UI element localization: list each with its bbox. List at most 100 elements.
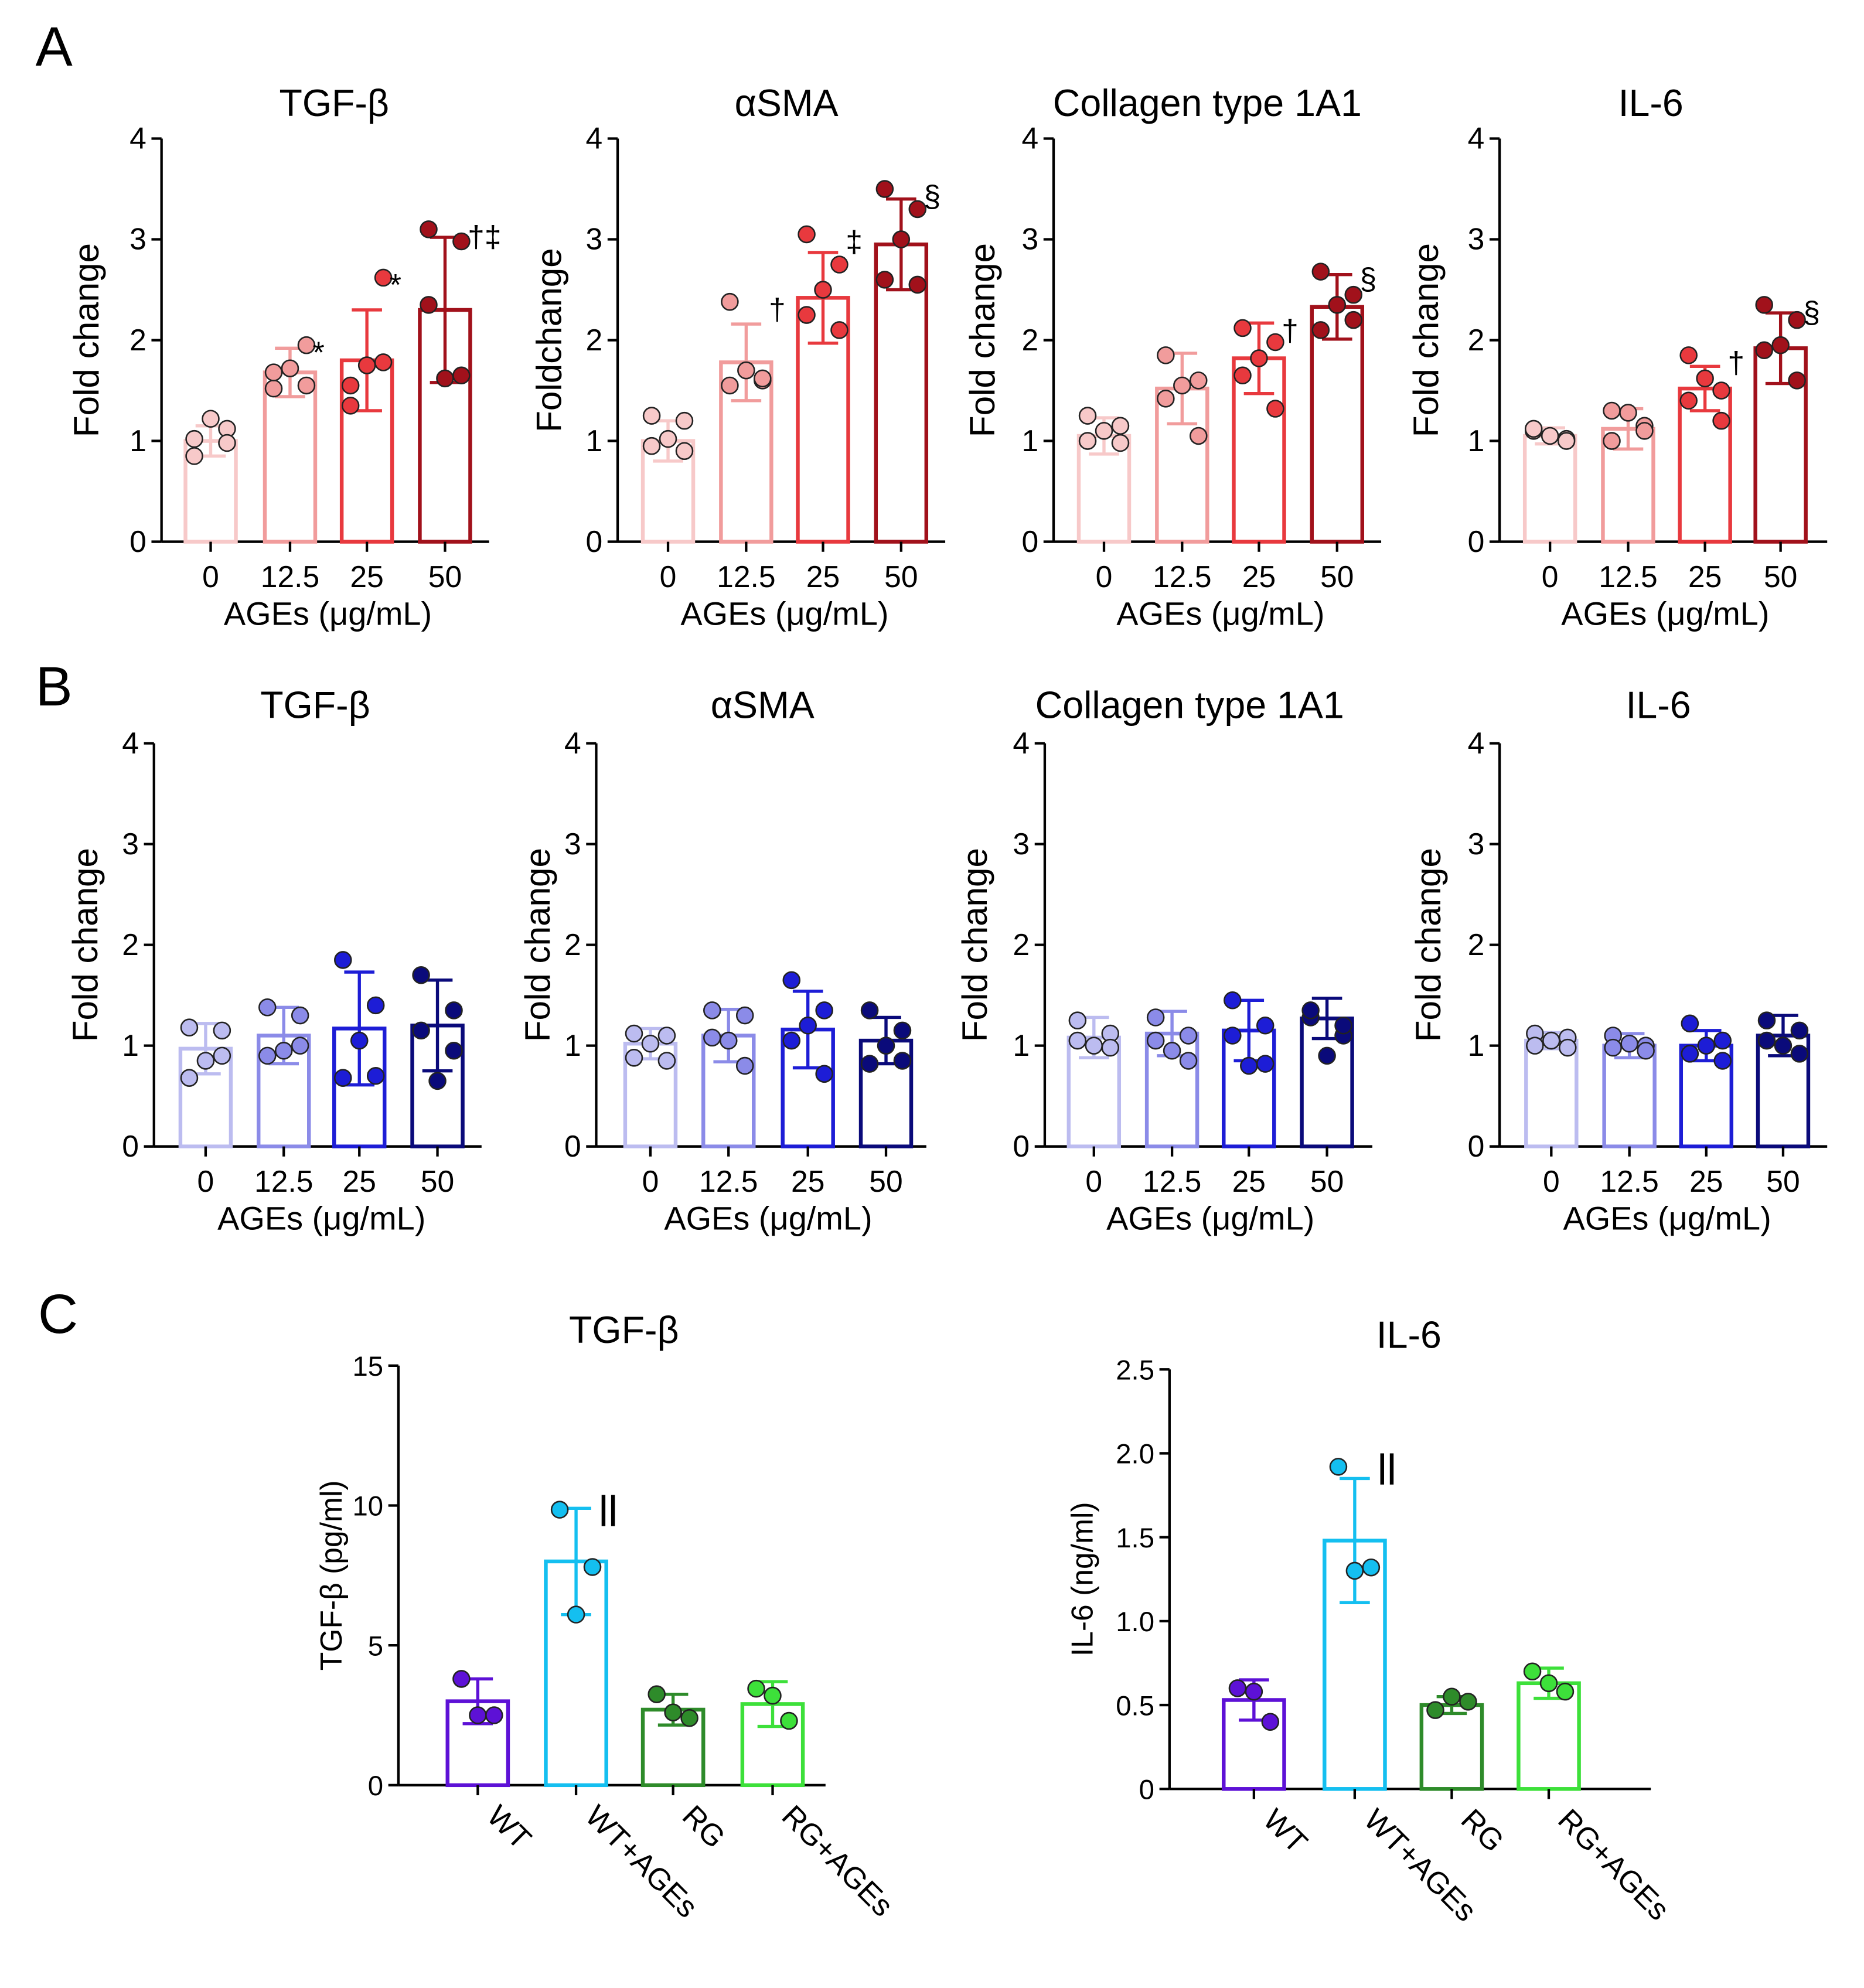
data-point (1637, 1041, 1655, 1060)
y-tick-label: 3 (564, 827, 581, 861)
y-axis-label: Fold change (66, 848, 105, 1042)
data-point (1329, 1458, 1348, 1476)
y-tick-label: 2.0 (1116, 1439, 1154, 1470)
data-point (1233, 319, 1252, 337)
data-point (297, 376, 316, 395)
significance-mark: § (1803, 295, 1820, 329)
significance-mark: § (924, 179, 941, 213)
data-point (297, 336, 316, 354)
data-point (1344, 311, 1363, 329)
x-tick-label: 50 (421, 1164, 454, 1198)
data-point (877, 1036, 895, 1055)
data-point (1713, 1052, 1732, 1070)
data-point (213, 1021, 231, 1040)
y-tick-label: 10 (352, 1491, 383, 1522)
data-point (798, 306, 816, 324)
data-point (1559, 1038, 1577, 1057)
data-point (185, 447, 203, 465)
data-point (264, 363, 283, 381)
data-point (680, 1709, 698, 1727)
data-point (436, 369, 454, 388)
y-tick-label: 1 (586, 424, 603, 458)
significance-mark: † (1282, 313, 1299, 347)
data-point (412, 966, 430, 984)
data-point (412, 1021, 430, 1040)
data-point (625, 1024, 643, 1043)
data-point (1266, 400, 1284, 418)
data-point (196, 1052, 215, 1070)
data-point (420, 296, 438, 314)
data-point (374, 353, 393, 371)
data-point (1146, 1008, 1165, 1027)
x-tick-label: WT (481, 1798, 538, 1856)
y-tick-label: 2 (586, 323, 603, 357)
data-point (258, 1046, 277, 1065)
y-tick-label: 2 (564, 927, 581, 961)
x-tick-label: RG+AGEs (776, 1798, 900, 1922)
data-point (642, 407, 661, 425)
data-point (1713, 1031, 1732, 1050)
x-tick-label: 0 (1096, 560, 1113, 594)
y-tick-label: 1 (1468, 424, 1485, 458)
chart-title: TGF-β (279, 82, 389, 124)
y-tick-label: 0 (1139, 1774, 1154, 1805)
bar (1602, 1044, 1657, 1148)
data-point (1790, 1021, 1809, 1040)
data-point (625, 1049, 643, 1067)
data-point (642, 437, 661, 455)
data-point (420, 220, 438, 238)
data-point (1362, 1558, 1381, 1577)
data-point (567, 1605, 585, 1624)
data-point (264, 379, 283, 398)
data-point (1757, 1031, 1776, 1050)
data-point (703, 1001, 721, 1019)
y-tick-label: 2 (1468, 323, 1485, 357)
data-point (1790, 1045, 1809, 1063)
data-point (747, 1679, 765, 1698)
data-point (875, 271, 894, 289)
data-point (1557, 432, 1576, 450)
data-point (721, 292, 739, 311)
y-axis-label: Fold change (518, 848, 557, 1042)
y-tick-label: 4 (122, 726, 139, 760)
y-tick-label: 2.5 (1116, 1355, 1154, 1386)
data-point (648, 1685, 666, 1703)
x-tick-label: 0 (202, 560, 219, 594)
x-tick-label: 50 (1766, 1164, 1800, 1198)
x-tick-label: 12.5 (717, 560, 775, 594)
data-point (274, 1041, 293, 1060)
x-tick-label: 25 (1232, 1164, 1266, 1198)
panel-label-b: B (36, 656, 73, 718)
data-point (291, 1036, 309, 1055)
data-point (1163, 1041, 1181, 1060)
x-tick-label: 0 (1085, 1164, 1102, 1198)
data-point (908, 200, 927, 219)
data-point (445, 1041, 463, 1060)
data-point (1603, 401, 1621, 420)
data-point (1788, 311, 1806, 329)
y-tick-label: 3 (1468, 222, 1485, 256)
data-point (1539, 1674, 1558, 1693)
x-tick-label: 0 (1543, 1164, 1560, 1198)
y-tick-label: 0 (1468, 1129, 1485, 1163)
x-tick-label: RG (1455, 1802, 1511, 1859)
data-point (1179, 1027, 1198, 1045)
data-point (1755, 341, 1773, 360)
x-tick-label: 25 (350, 560, 383, 594)
data-point (1111, 434, 1130, 452)
y-tick-label: 3 (130, 222, 146, 256)
data-point (366, 996, 385, 1015)
data-point (1261, 1713, 1280, 1731)
data-point (1788, 371, 1806, 390)
y-tick-label: 1 (1021, 424, 1038, 458)
data-point (1085, 1036, 1103, 1055)
data-point (830, 255, 848, 274)
data-point (180, 1018, 199, 1036)
data-point (782, 971, 801, 990)
data-point (735, 1056, 754, 1075)
data-point (1679, 346, 1698, 364)
